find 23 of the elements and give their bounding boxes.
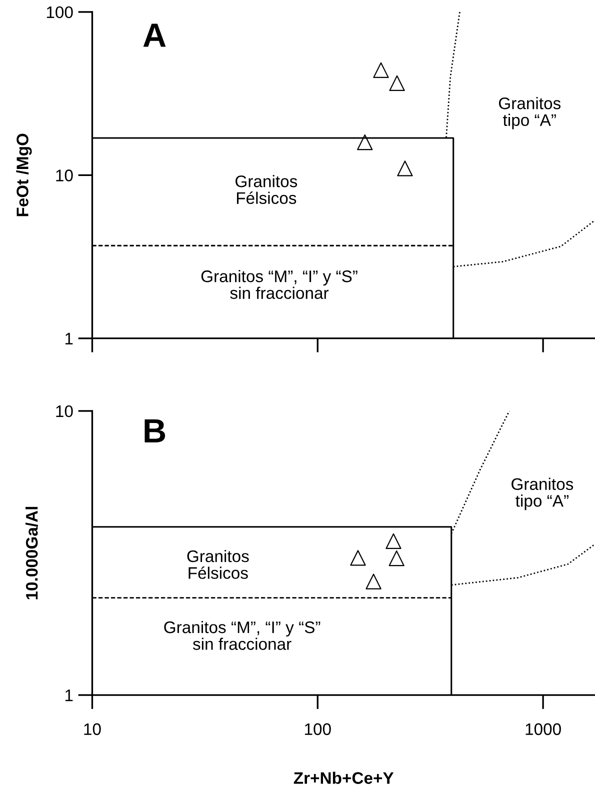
x-tick-label: 1000 <box>526 723 561 736</box>
y-tick-label: 1 <box>65 690 73 702</box>
x-tick-label: 100 <box>305 723 331 736</box>
annotation: Granitos tipo “A” <box>512 478 574 510</box>
y-axis-title: 10.000Ga/Al <box>26 506 38 600</box>
y-tick-label: 10 <box>56 170 73 182</box>
annotation: Granitos Félsicos <box>187 550 249 579</box>
annotation: Granitos “M”, “I” y “S” sin fraccionar <box>201 270 358 299</box>
x-axis-title: Zr+Nb+Ce+Y <box>294 772 394 784</box>
chart-title: B <box>144 419 166 442</box>
point <box>373 62 389 78</box>
y-axis-title: FeOt /MgO <box>16 134 32 216</box>
annotation: Granitos “M”, “I” y “S” sin fraccionar <box>164 620 320 650</box>
y-tick-label: 1 <box>65 332 73 344</box>
point <box>357 134 373 150</box>
y-tick-label: 10 <box>56 405 73 418</box>
chart-title: A <box>143 24 166 47</box>
point <box>389 75 405 92</box>
x-tick-label: 10 <box>84 723 101 736</box>
y-tick-label: 100 <box>46 6 73 18</box>
annotation: Granitos Félsicos <box>236 175 298 204</box>
annotation: Granitos tipo “A” <box>498 97 561 130</box>
point <box>397 160 413 176</box>
